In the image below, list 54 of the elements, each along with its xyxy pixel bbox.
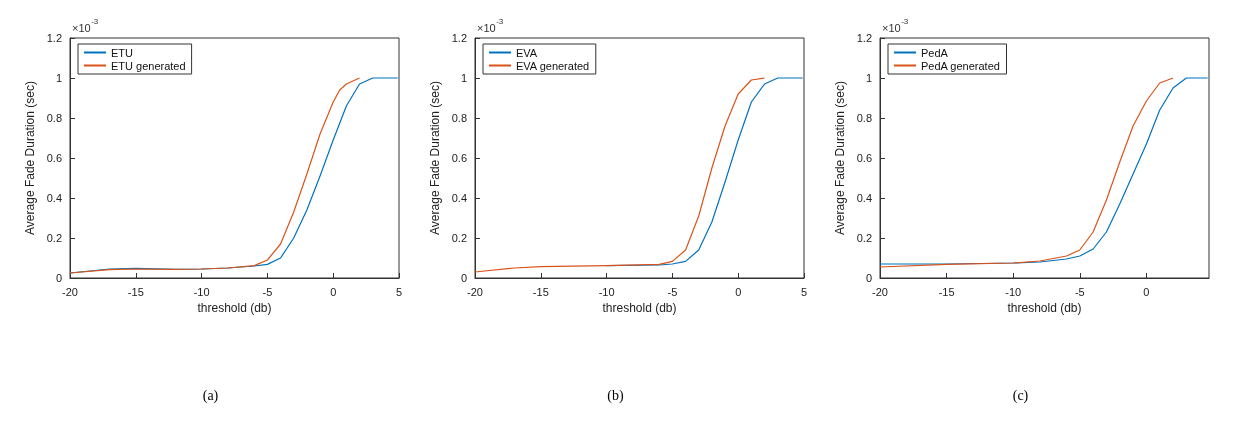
x-tick-label: -15 [938,285,955,298]
legend-label: EVA generated [516,59,590,72]
x-tick-label: -10 [193,285,210,298]
x-tick-label: 5 [800,285,808,298]
y-tick-label: 0.4 [46,192,62,204]
y-axis-title: Average Fade Duration (sec) [427,81,442,235]
x-tick-label: -20 [872,285,888,298]
x-tick-label: 0 [1143,285,1150,298]
x-axis-title: threshold (db) [602,300,677,315]
text: (a) [202,387,219,404]
legend-label: ETU generated [111,59,186,72]
x-tick-label: -15 [127,285,144,298]
y-axis-title: Average Fade Duration (sec) [832,81,847,235]
y-tick-label: 1 [55,72,62,84]
y-tick-label: 0.2 [856,232,872,244]
x-tick-label: -15 [532,285,549,298]
x-tick-label: -5 [262,285,273,298]
legend-label: PedA generated [921,59,1000,72]
x-tick-label: -20 [467,285,483,298]
y-tick-label: 0.8 [451,112,467,124]
text: (b) [607,387,624,404]
text: (c) [1012,387,1029,404]
legend-label: PedA [921,46,949,59]
legend-label: EVA [516,46,538,59]
x-tick-label: -20 [62,285,78,298]
x-axis-title: threshold (db) [197,300,272,315]
x-axis-title: threshold (db) [1007,300,1082,315]
y-tick-label: 0.4 [451,192,467,204]
x-tick-label: -5 [1074,285,1085,298]
y-tick-label: 0.4 [856,192,872,204]
y-tick-label: 1 [460,72,467,84]
y-tick-label: 0 [55,272,62,284]
y-tick-label: 0.2 [46,232,62,244]
y-axis-title: Average Fade Duration (sec) [22,81,37,235]
x-tick-label: 5 [395,285,403,298]
y-tick-label: 0.2 [451,232,467,244]
y-tick-label: 0.6 [451,152,467,164]
x-tick-label: -10 [598,285,615,298]
y-tick-label: 1.2 [46,32,62,44]
y-tick-label: 0 [460,272,467,284]
y-tick-label: 0.6 [856,152,872,164]
x-tick-label: -10 [1005,285,1022,298]
y-tick-label: 0.6 [46,152,62,164]
y-tick-label: 0.8 [856,112,872,124]
x-tick-label: 0 [330,285,337,298]
y-tick-label: 1.2 [856,32,872,44]
y-tick-label: 1.2 [451,32,467,44]
x-tick-label: -5 [667,285,678,298]
x-tick-label: 0 [735,285,742,298]
legend-label: ETU [111,46,134,59]
y-tick-label: 0.8 [46,112,62,124]
y-tick-label: 0 [865,272,872,284]
line-series [474,77,766,273]
y-tick-label: 1 [865,72,872,84]
